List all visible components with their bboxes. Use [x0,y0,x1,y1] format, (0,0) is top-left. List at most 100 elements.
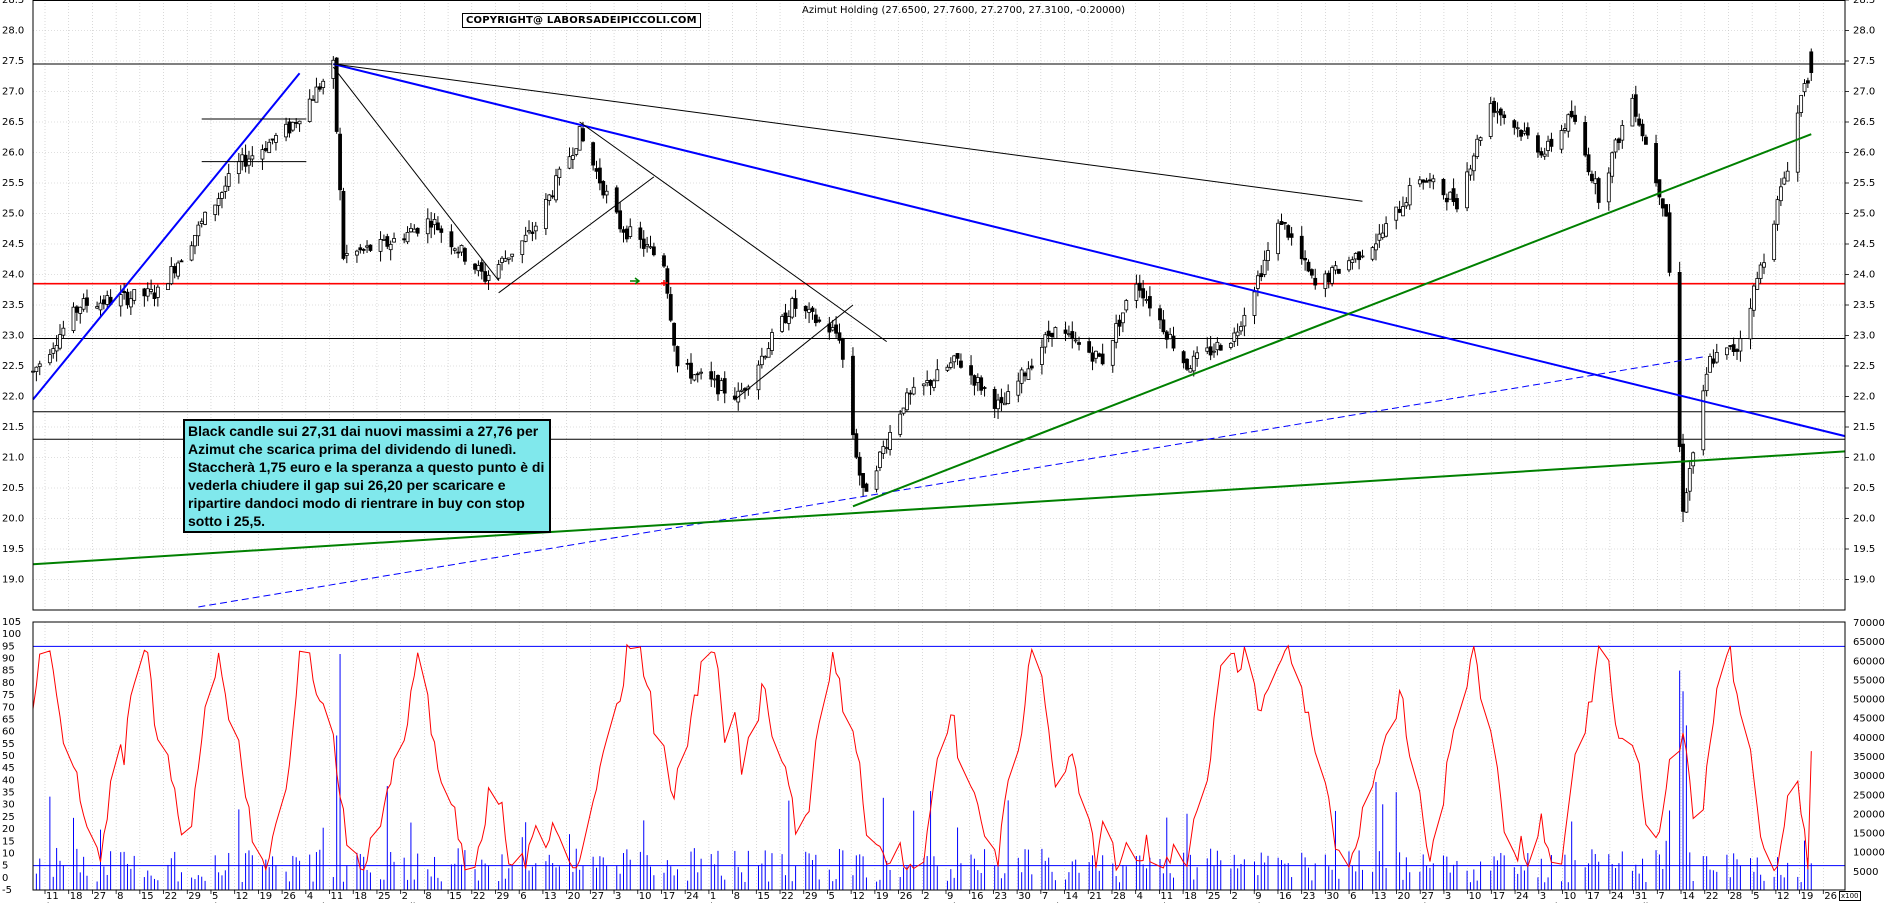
candle-body [1704,373,1709,392]
x-tick-label: 21 [1089,891,1102,902]
osc-tick-label: 40 [2,775,15,786]
y-tick-label: 22.0 [1853,392,1875,403]
candle-body [213,204,218,215]
x-tick-label: 11 [331,891,344,902]
candle-body [1660,198,1665,209]
candle-body [911,386,916,395]
candle-body [1681,443,1685,512]
candle-body [1158,308,1162,321]
x-tick-label: 19 [1801,891,1814,902]
x-tick-label: 8 [734,891,740,902]
candle-body [857,456,862,476]
candle-body [685,362,690,365]
y-tick-label: 28.5 [1853,0,1875,6]
candle-body [1350,259,1355,263]
candle-body [628,226,633,237]
x-tick-label: 26 [900,891,913,902]
candle-body [1053,327,1058,339]
candle-body [1606,172,1611,203]
candle-body [473,263,477,270]
candle-body [955,353,960,359]
x-tick-label: 3 [615,891,621,902]
x-tick-label: 27 [1421,891,1434,902]
channel-line [734,304,854,400]
candle-body [594,168,599,172]
candle-body [874,470,879,490]
x-tick-label: 19 [876,891,889,902]
x-tick-label: 12 [1777,891,1790,902]
candle-body [780,316,784,332]
candle-body [425,218,430,235]
candle-body [888,432,892,450]
candle-body [341,190,346,259]
candle-body [948,362,953,368]
candle-body [1374,243,1378,251]
candle-body [770,332,774,351]
candle-body [1401,206,1405,217]
x-tick-label: 23 [1303,891,1316,902]
candle-body [1134,283,1139,301]
candle-body [1181,351,1186,364]
candle-body [672,322,677,346]
candle-body [149,288,154,292]
candle-body [975,377,980,383]
candle-body [1613,139,1618,153]
candle-body [759,355,764,366]
candle-body [1208,346,1213,356]
candle-body [240,154,245,162]
scale-badge[interactable]: x100 [1839,891,1861,901]
candle-body [1590,173,1594,182]
x-tick-label: 5 [828,891,834,902]
volume-tick-label: 30000 [1853,771,1885,782]
candle-body [415,227,420,234]
candle-body [1617,138,1621,144]
candle-body [1114,323,1119,343]
candle-body [1313,277,1318,286]
candle-body [260,149,265,160]
candle-body [1738,338,1743,352]
candle-body [311,99,315,101]
y-tick-label: 28.0 [1853,26,1875,37]
candle-body [1495,110,1500,114]
x-tick-label: 13 [1374,891,1387,902]
candle-body [1498,108,1503,116]
x-tick-label: 26 [1824,891,1837,902]
candle-body [645,244,650,247]
candle-body [1525,127,1530,136]
candle-body [220,192,224,199]
candle-body [1110,340,1115,366]
candle-body [1654,143,1658,184]
candle-body [402,238,407,241]
candle-body [662,255,666,267]
trendline-uptrend-from-august [852,133,1812,508]
candle-body [270,138,275,141]
candle-body [554,175,558,201]
volume-bars [32,653,1812,890]
candle-body [1522,130,1527,134]
candle-body [1637,118,1642,126]
y-tick-label-left: 21.0 [2,453,24,464]
y-tick-label-left: 20.5 [2,483,24,494]
candle-body [1063,329,1068,334]
candle-body [196,224,201,237]
candle-body [1164,331,1169,340]
y-tick-label: 19.0 [1853,575,1875,586]
candle-body [834,324,838,334]
y-tick-label-left: 22.5 [2,361,24,372]
candle-body [783,312,788,324]
y-tick-label-left: 28.0 [2,26,24,37]
candle-body [510,253,515,257]
candle-body [1360,255,1365,258]
osc-tick-label: 10 [2,848,15,859]
candle-body [378,239,383,252]
price-candles [31,48,1814,523]
osc-tick-label: -5 [2,885,12,896]
candle-body [432,218,437,226]
candle-body [243,154,248,167]
candle-body [547,194,552,201]
channel-line [579,121,887,343]
candle-body [597,167,602,184]
candle-body [1394,206,1399,221]
y-tick-label-left: 28.5 [2,0,24,6]
candle-body [132,289,137,301]
